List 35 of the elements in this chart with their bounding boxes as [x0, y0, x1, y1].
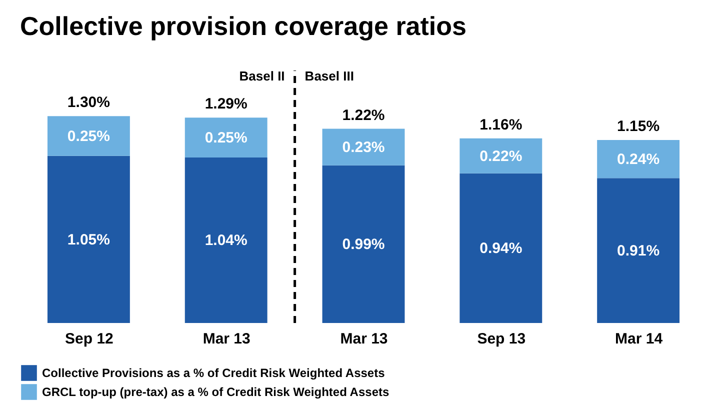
x-tick-label: Mar 13	[340, 330, 388, 348]
total-label: 1.29%	[204, 96, 248, 113]
data-label: 0.24%	[617, 151, 660, 168]
data-label: 1.04%	[204, 232, 248, 250]
data-label: 1.05%	[67, 231, 110, 248]
data-label: 0.99%	[342, 236, 385, 254]
total-label: 1.22%	[342, 106, 385, 124]
bar	[322, 165, 405, 323]
bar	[47, 116, 130, 156]
data-label: 0.23%	[342, 139, 385, 156]
total-label: 1.16%	[480, 116, 522, 134]
x-tick-label: Sep 12	[65, 330, 114, 348]
bar	[597, 178, 680, 323]
bar	[184, 157, 268, 323]
text: Basel III	[304, 68, 354, 84]
total-label: 1.15%	[617, 118, 660, 135]
bar	[460, 173, 542, 323]
x-tick-label: Sep 13	[477, 330, 526, 348]
data-label: 0.25%	[67, 128, 110, 145]
bar	[460, 138, 542, 174]
data-label: 0.25%	[204, 130, 248, 147]
legend-label: Collective Provisions as a % of Credit Risk Weighted Assets	[42, 366, 386, 380]
x-tick-label: Mar 14	[615, 330, 664, 348]
data-label: 0.22%	[480, 148, 522, 165]
data-label: 0.94%	[480, 240, 522, 258]
chart-title: Collective provision coverage ratios	[20, 11, 466, 41]
total-label: 1.30%	[67, 94, 110, 112]
data-label: 0.91%	[617, 242, 660, 260]
bar	[322, 128, 405, 166]
bar	[184, 118, 268, 158]
x-tick-label: Mar 13	[202, 330, 250, 348]
bar	[47, 156, 130, 323]
bar	[597, 140, 680, 178]
text: Basel II	[239, 68, 285, 84]
legend-label: GRCL top-up (pre-tax) as a % of Credit Risk Weighted Assets	[42, 385, 390, 399]
